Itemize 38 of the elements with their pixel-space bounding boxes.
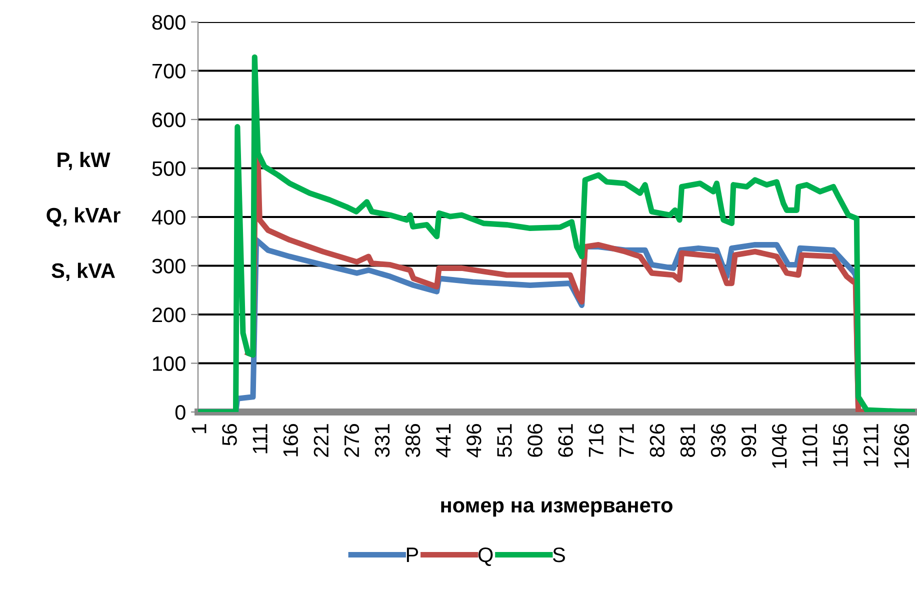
y-tick-label: 100 bbox=[153, 356, 186, 372]
x-tick-label: 551 bbox=[497, 424, 512, 458]
x-tick-label: 1101 bbox=[802, 424, 818, 466]
x-tick-label: 1266 bbox=[894, 424, 909, 468]
x-tick-label: 1156 bbox=[833, 424, 848, 466]
x-tick-label: 991 bbox=[741, 424, 756, 457]
x-tick-label: 441 bbox=[436, 424, 451, 458]
y-tick-label: 800 bbox=[152, 15, 186, 30]
x-tick-label: 661 bbox=[558, 424, 573, 457]
x-tick-label: 881 bbox=[680, 424, 696, 457]
text: P, kW Q, kVAr S, kVA bbox=[46, 152, 120, 282]
y-tick-label: 400 bbox=[152, 210, 186, 225]
y-tick-label: 700 bbox=[152, 64, 186, 79]
x-tick-label: 496 bbox=[466, 424, 482, 458]
x-tick-label: 331 bbox=[374, 424, 390, 458]
y-tick-label: 300 bbox=[152, 258, 186, 274]
legend-label: Q bbox=[478, 547, 493, 566]
legend-label: S bbox=[552, 547, 565, 562]
y-tick-label: 200 bbox=[152, 308, 186, 322]
x-tick-label: 771 bbox=[619, 424, 634, 457]
x-tick-label: 111 bbox=[252, 424, 268, 454]
x-tick-label: 606 bbox=[528, 424, 542, 457]
x-tick-label: 166 bbox=[283, 424, 298, 456]
x-tick-label: 56 bbox=[222, 424, 237, 446]
x-tick-label: 386 bbox=[405, 424, 420, 458]
y-tick-label: 500 bbox=[152, 161, 186, 176]
x-tick-label: 1 bbox=[192, 424, 206, 434]
x-tick-label: 936 bbox=[710, 424, 726, 457]
x-tick-label: 1211 bbox=[864, 424, 878, 466]
legend-label: P bbox=[406, 548, 418, 562]
x-tick-label: 826 bbox=[650, 424, 665, 457]
x-tick-label: 276 bbox=[344, 424, 360, 457]
x-tick-label: 221 bbox=[314, 424, 328, 457]
y-tick-label: 600 bbox=[152, 112, 186, 128]
x-axis-title: номер на измерването bbox=[441, 501, 672, 517]
y-tick-label: 0 bbox=[175, 405, 186, 420]
x-tick-label: 1046 bbox=[772, 424, 787, 468]
x-tick-label: 716 bbox=[588, 424, 604, 457]
